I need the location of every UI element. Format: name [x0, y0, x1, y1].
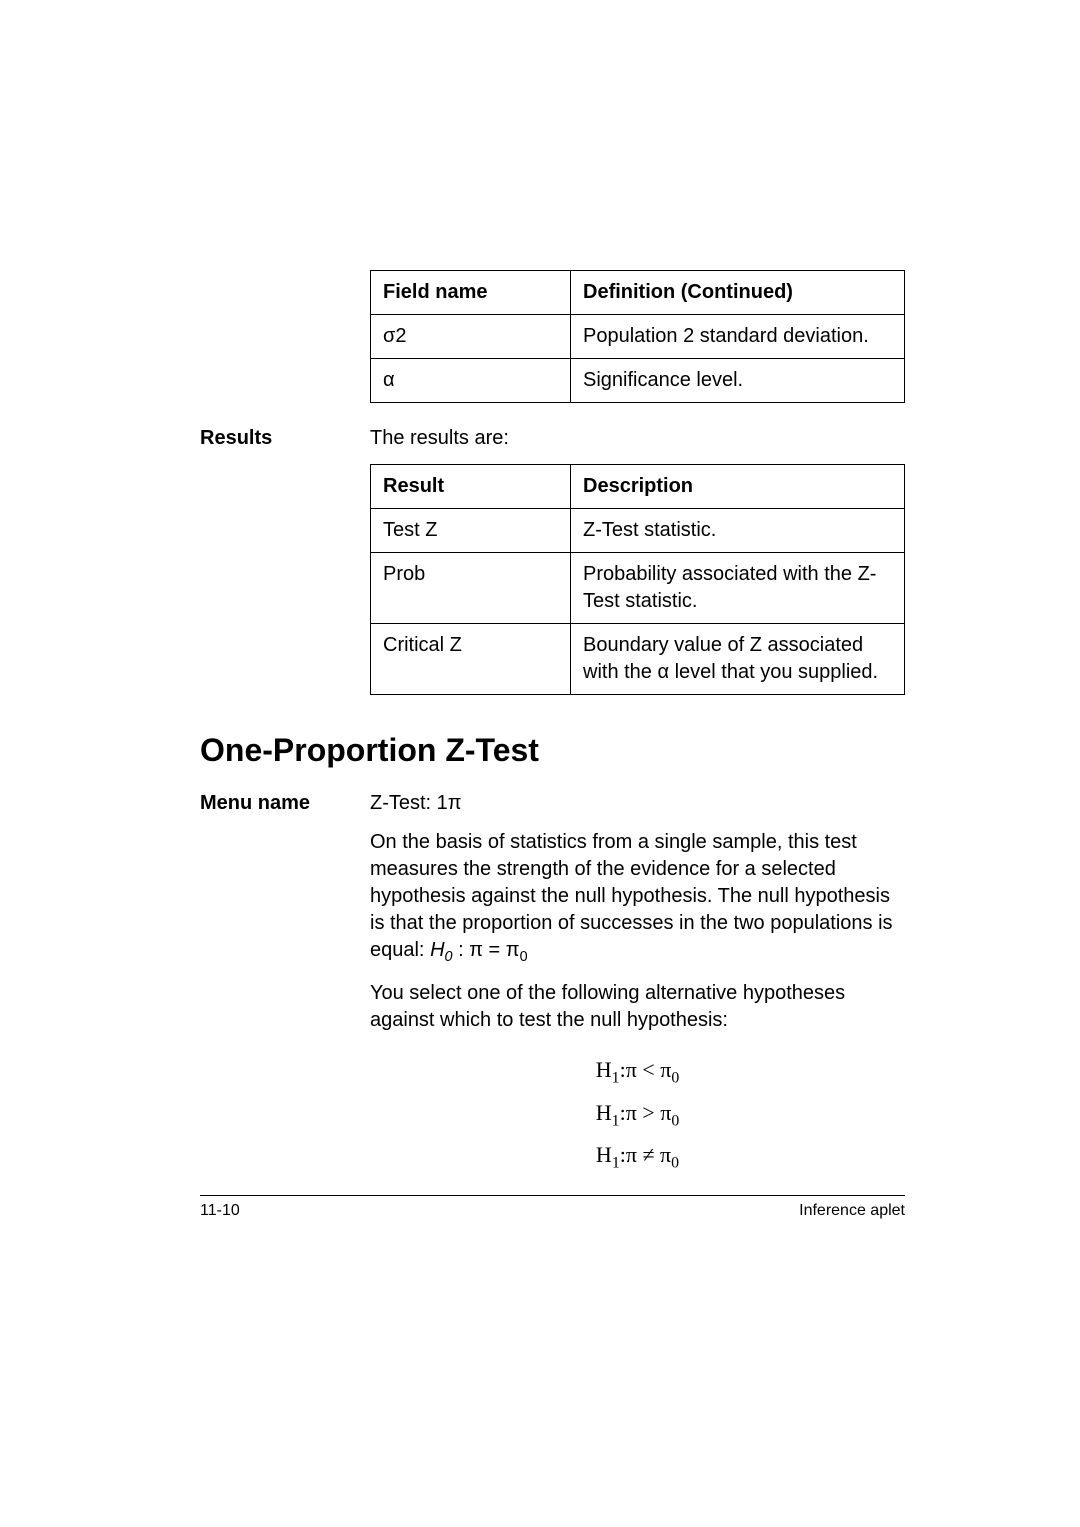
h3-pre: H	[596, 1142, 612, 1167]
h2-s2: 0	[671, 1112, 679, 1129]
results-intro-text: The results are:	[370, 425, 905, 452]
results-side-heading: Results	[200, 425, 370, 452]
section-heading: One-Proportion Z-Test	[200, 729, 905, 772]
section-paragraph-1: On the basis of statistics from a single…	[370, 829, 905, 967]
h1-s1: 1	[612, 1069, 620, 1086]
results-header-1: Result	[371, 465, 571, 509]
results-cell-3a: Critical Z	[371, 624, 571, 695]
fields-table-wrap: Field name Definition (Continued) σ2 Pop…	[370, 270, 905, 403]
table-header-row: Field name Definition (Continued)	[371, 271, 905, 315]
table-row: σ2 Population 2 standard deviation.	[371, 315, 905, 359]
fields-cell-1a: σ2	[371, 315, 571, 359]
h2-mid: :π > π	[620, 1100, 672, 1125]
fields-header-2: Definition (Continued)	[571, 271, 905, 315]
results-row: Results The results are: Result Descript…	[200, 425, 905, 695]
h3-mid: :π ≠ π	[620, 1142, 671, 1167]
table-row: Test Z Z-Test statistic.	[371, 509, 905, 553]
fields-header-1: Field name	[371, 271, 571, 315]
page-footer: 11-10 Inference aplet	[200, 1200, 905, 1222]
menuname-value: Z-Test: 1π	[370, 790, 905, 817]
section-paragraph-2: You select one of the following alternat…	[370, 980, 905, 1034]
alt-hypothesis-2: H1:π > π0	[370, 1093, 905, 1136]
results-cell-2b: Probability associated with the Z-Test s…	[571, 553, 905, 624]
page-content: Field name Definition (Continued) σ2 Pop…	[200, 270, 905, 1178]
menuname-row: Menu name Z-Test: 1π On the basis of sta…	[200, 790, 905, 1178]
fields-cell-2a: α	[371, 359, 571, 403]
fields-table-row: Field name Definition (Continued) σ2 Pop…	[200, 270, 905, 403]
alt-hypothesis-3: H1:π ≠ π0	[370, 1135, 905, 1178]
footer-chapter-title: Inference aplet	[799, 1200, 905, 1222]
results-cell-2a: Prob	[371, 553, 571, 624]
nullhyp-sub0b: 0	[520, 949, 528, 965]
results-cell-1a: Test Z	[371, 509, 571, 553]
results-table: Result Description Test Z Z-Test statist…	[370, 464, 905, 695]
fields-table: Field name Definition (Continued) σ2 Pop…	[370, 270, 905, 403]
alt-hypotheses-block: H1:π < π0 H1:π > π0 H1:π ≠ π0	[370, 1050, 905, 1179]
h2-pre: H	[596, 1100, 612, 1125]
footer-rule	[200, 1195, 905, 1196]
table-row: Prob Probability associated with the Z-T…	[371, 553, 905, 624]
table-row: Critical Z Boundary value of Z associate…	[371, 624, 905, 695]
nullhyp-rest: : π = π	[453, 939, 520, 961]
fields-cell-1b: Population 2 standard deviation.	[571, 315, 905, 359]
fields-cell-2b: Significance level.	[571, 359, 905, 403]
menuname-main: Z-Test: 1π On the basis of statistics fr…	[370, 790, 905, 1178]
menuname-side-heading: Menu name	[200, 790, 370, 817]
footer-page-number: 11-10	[200, 1200, 240, 1222]
h2-s1: 1	[612, 1112, 620, 1129]
h3-s2: 0	[671, 1155, 679, 1172]
h1-pre: H	[596, 1057, 612, 1082]
h3-s1: 1	[612, 1155, 620, 1172]
table-header-row: Result Description	[371, 465, 905, 509]
table-row: α Significance level.	[371, 359, 905, 403]
results-header-2: Description	[571, 465, 905, 509]
alt-hypothesis-1: H1:π < π0	[370, 1050, 905, 1093]
h1-s2: 0	[671, 1069, 679, 1086]
results-cell-1b: Z-Test statistic.	[571, 509, 905, 553]
results-cell-3b: Boundary value of Z associated with the …	[571, 624, 905, 695]
section-p1-text: On the basis of statistics from a single…	[370, 831, 893, 961]
results-main: The results are: Result Description Test…	[370, 425, 905, 695]
h1-mid: :π < π	[620, 1057, 672, 1082]
nullhyp-H: H	[430, 939, 444, 961]
nullhyp-sub0: 0	[445, 949, 453, 965]
